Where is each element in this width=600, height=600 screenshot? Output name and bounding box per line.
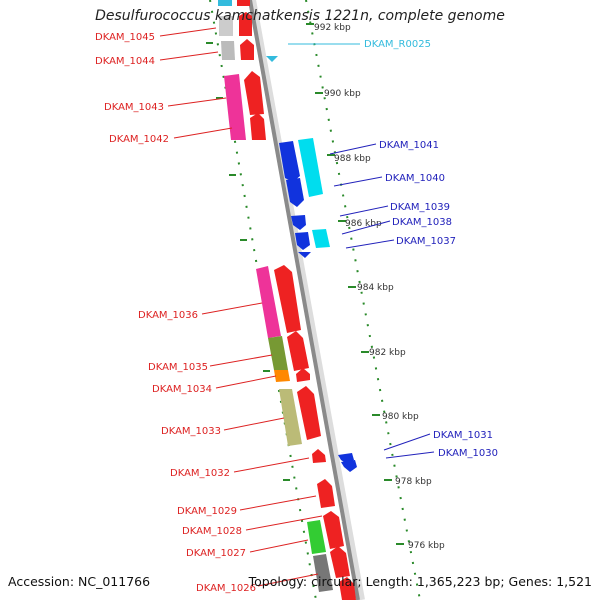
dotted-ring-left [209,0,317,600]
scale-label-982: 982 kbp [369,348,406,358]
gene-1043-block [224,74,246,140]
gene-1037-arrow [298,252,311,258]
gene-1044-block [221,41,235,60]
topology-summary-text: Topology: circular; Length: 1,365,223 bp… [248,574,592,589]
gene-1029-arrow [317,479,335,508]
gene-label-1045[interactable]: DKAM_1045 [95,32,155,43]
gene-label-1042[interactable]: DKAM_1042 [109,134,169,145]
gene-label-1027[interactable]: DKAM_1027 [186,548,246,559]
gene-1033-block [279,389,302,446]
scale-label-990: 990 kbp [324,89,361,99]
backbone [248,0,360,600]
gene-label-1040[interactable]: DKAM_1040 [385,173,445,184]
scale-label-992: 992 kbp [314,23,351,33]
backbone-shadow [248,0,365,600]
gene-label-1043[interactable]: DKAM_1043 [104,102,164,113]
scale-label-984: 984 kbp [357,283,394,293]
gene-label-1038[interactable]: DKAM_1038 [392,217,452,228]
gene-1039-arrow [291,215,306,230]
gene-label-1034[interactable]: DKAM_1034 [152,384,212,395]
gene-1032-arrow [312,449,326,463]
gene-1027-arrow [330,546,350,578]
leader-lines-left [159,27,323,587]
gene-1041-block [298,138,323,197]
gene-label-1032[interactable]: DKAM_1032 [170,468,230,479]
gene-1033-arrow [297,386,321,440]
leader-lines-right [288,43,435,459]
gene-1034-block [274,370,290,382]
scale-label-988: 988 kbp [334,154,371,164]
gene-label-1039[interactable]: DKAM_1039 [390,202,450,213]
gene-1026-block [313,554,333,592]
gene-label-1035[interactable]: DKAM_1035 [148,362,208,373]
gene-1035-block [268,336,288,370]
gene-1030-arrow [341,460,357,472]
feature-partial-top-a [218,0,232,6]
gene-label-1028[interactable]: DKAM_1028 [182,526,242,537]
gene-1036-arrow [274,265,301,333]
gene-label-1029[interactable]: DKAM_1029 [177,506,237,517]
scale-label-986: 986 kbp [345,219,382,229]
gene-1043-arrow [244,71,264,115]
feature-partial-top-b [237,0,250,6]
gene-1040-arrow-b [286,178,304,207]
tick-marks-left [206,42,290,481]
scale-label-976: 976 kbp [408,541,445,551]
gene-1028-arrow [323,511,344,549]
gene-1034-arrow [296,368,310,382]
gene-label-1037[interactable]: DKAM_1037 [396,236,456,247]
gene-1035-arrow [287,331,309,371]
scale-label-978: 978 kbp [395,477,432,487]
gene-1027-block [307,520,326,554]
gene-1038-arrow [295,232,310,250]
gene-1026-arrow [339,577,356,600]
gene-label-1033[interactable]: DKAM_1033 [161,426,221,437]
gene-1042-arrow [250,113,266,140]
gene-1037-block [312,229,330,248]
scale-label-980: 980 kbp [382,412,419,422]
accession-text: Accession: NC_011766 [8,574,151,589]
gene-label-1036[interactable]: DKAM_1036 [138,310,198,321]
gene-label-1041[interactable]: DKAM_1041 [379,140,439,151]
gene-1036-block [256,266,281,338]
genome-title: Desulfurococcus kamchatkensis 1221n, com… [95,8,505,24]
gene-1045-block [219,16,233,36]
tick-marks-right [306,23,404,545]
gene-label-1044[interactable]: DKAM_1044 [95,56,155,67]
gene-label-1030[interactable]: DKAM_1030 [438,448,498,459]
gene-1045-arrow [239,12,252,36]
gene-1044-arrow [240,39,254,60]
gene-label-1031[interactable]: DKAM_1031 [433,430,493,441]
gene-label-1026[interactable]: DKAM_1026 [196,583,256,594]
gene-R0025-arrow [266,56,278,62]
gene-label-R0025[interactable]: DKAM_R0025 [364,39,431,50]
gene-1040-arrow-a [279,141,300,182]
